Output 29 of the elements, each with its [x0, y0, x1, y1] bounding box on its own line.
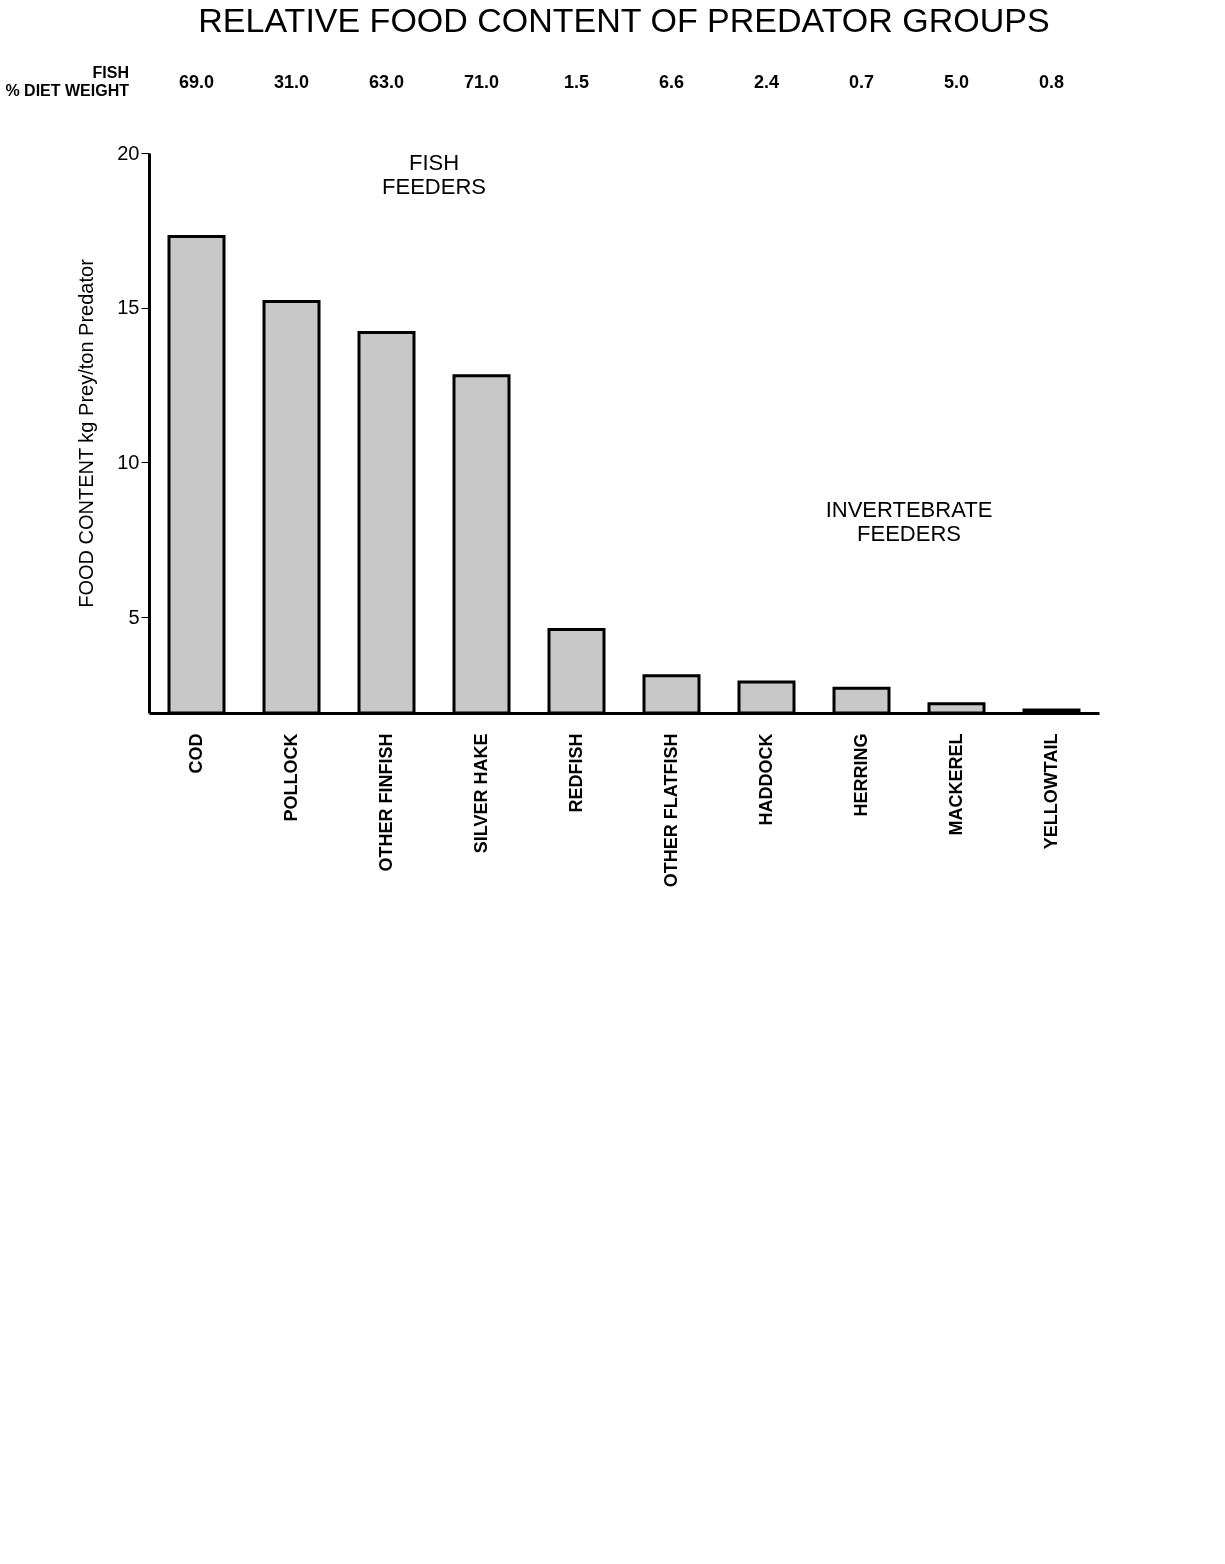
x-tick-label: SILVER HAKE [470, 733, 491, 854]
x-tick-label: HADDOCK [755, 733, 776, 826]
x-tick-label: COD [185, 733, 206, 774]
text: 63.0 [368, 72, 405, 92]
y-tick-label: 5 [128, 605, 140, 628]
x-tick-label: POLLOCK [280, 733, 301, 822]
text: 0.7 [848, 72, 875, 92]
x-tick-label: YELLOWTAIL [1040, 733, 1061, 850]
x-tick-label: MACKEREL [945, 733, 966, 836]
text: 71.0 [463, 72, 500, 92]
text: 69.0 [178, 72, 215, 92]
text: 6.6 [658, 72, 685, 92]
text: RELATIVE FOOD CONTENT OF PREDATOR GROUPS [198, 1, 1050, 39]
y-tick-label: 15 [117, 296, 140, 319]
y-tick-label: 20 [117, 141, 140, 164]
text: FISH % DIET WEIGHT [5, 64, 130, 99]
x-tick-label: OTHER FLATFISH [660, 733, 681, 888]
x-tick-label: OTHER FINFISH [375, 733, 396, 872]
text: 0.8 [1038, 72, 1065, 92]
text: 2.4 [753, 72, 780, 92]
text: 31.0 [273, 72, 310, 92]
text: 5.0 [943, 72, 970, 92]
x-tick-label: REDFISH [565, 733, 586, 813]
y-tick-label: 10 [117, 450, 140, 473]
text: 1.5 [563, 72, 590, 92]
annotation: FISH FEEDERS [382, 150, 486, 199]
annotation: INVERTEBRATE FEEDERS [825, 497, 993, 547]
y-axis-title: FOOD CONTENT kg Prey/ton Predator [75, 258, 98, 608]
x-tick-label: HERRING [850, 733, 871, 817]
